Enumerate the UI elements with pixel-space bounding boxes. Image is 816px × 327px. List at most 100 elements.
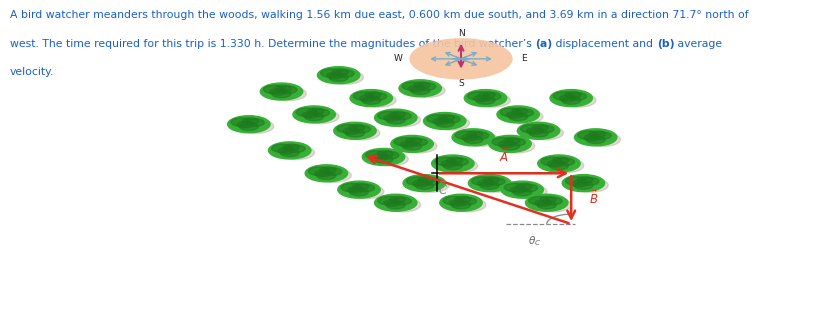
Circle shape xyxy=(455,131,477,140)
Circle shape xyxy=(537,201,557,209)
Circle shape xyxy=(507,138,526,146)
Circle shape xyxy=(359,95,375,102)
Circle shape xyxy=(366,150,387,159)
Circle shape xyxy=(402,82,424,91)
Circle shape xyxy=(392,197,411,205)
Circle shape xyxy=(337,125,358,133)
Text: W: W xyxy=(394,54,402,63)
Circle shape xyxy=(529,126,563,140)
Circle shape xyxy=(365,92,381,98)
Circle shape xyxy=(504,183,526,192)
Circle shape xyxy=(540,196,557,203)
Circle shape xyxy=(353,183,369,190)
Circle shape xyxy=(406,177,428,185)
Circle shape xyxy=(302,112,318,118)
Circle shape xyxy=(362,148,405,165)
Text: (b): (b) xyxy=(657,39,674,49)
Circle shape xyxy=(532,124,548,131)
Circle shape xyxy=(455,196,471,203)
Circle shape xyxy=(458,197,477,205)
Text: E: E xyxy=(521,54,526,63)
Circle shape xyxy=(353,92,375,100)
Circle shape xyxy=(519,184,538,192)
Circle shape xyxy=(239,123,259,130)
Circle shape xyxy=(472,177,493,185)
Circle shape xyxy=(562,175,605,192)
Circle shape xyxy=(326,72,343,79)
Circle shape xyxy=(347,187,363,193)
Circle shape xyxy=(565,92,581,98)
Circle shape xyxy=(402,139,437,153)
Circle shape xyxy=(500,108,521,117)
Circle shape xyxy=(501,181,543,198)
Circle shape xyxy=(361,93,396,107)
Circle shape xyxy=(479,92,495,98)
Circle shape xyxy=(269,89,286,95)
Circle shape xyxy=(561,97,581,104)
Circle shape xyxy=(512,185,547,199)
Circle shape xyxy=(321,69,342,77)
Circle shape xyxy=(268,142,311,159)
Circle shape xyxy=(512,108,528,114)
Circle shape xyxy=(526,128,543,134)
Circle shape xyxy=(400,141,416,147)
Circle shape xyxy=(432,155,474,172)
Circle shape xyxy=(417,83,436,91)
Circle shape xyxy=(421,178,440,185)
Circle shape xyxy=(275,85,291,92)
Circle shape xyxy=(418,177,434,183)
Circle shape xyxy=(580,178,599,185)
Circle shape xyxy=(371,154,388,161)
Circle shape xyxy=(323,168,342,175)
Circle shape xyxy=(592,132,611,140)
Circle shape xyxy=(565,177,587,185)
Circle shape xyxy=(386,198,420,212)
Circle shape xyxy=(317,67,360,84)
Circle shape xyxy=(561,93,596,107)
Circle shape xyxy=(386,116,406,124)
Circle shape xyxy=(280,149,299,157)
Circle shape xyxy=(349,185,384,199)
Circle shape xyxy=(467,131,483,137)
Circle shape xyxy=(543,197,562,205)
Circle shape xyxy=(476,93,510,107)
Circle shape xyxy=(450,158,468,165)
Circle shape xyxy=(516,183,532,190)
Text: $\vec{A}$: $\vec{A}$ xyxy=(499,148,509,165)
Circle shape xyxy=(277,147,294,154)
Circle shape xyxy=(338,181,380,198)
Circle shape xyxy=(526,194,568,211)
Circle shape xyxy=(553,92,574,100)
Circle shape xyxy=(272,87,306,101)
Circle shape xyxy=(375,109,417,126)
Circle shape xyxy=(283,144,299,150)
Circle shape xyxy=(451,201,471,209)
Circle shape xyxy=(441,161,457,167)
Circle shape xyxy=(415,178,449,192)
Circle shape xyxy=(272,90,291,98)
Circle shape xyxy=(384,200,400,206)
Text: S: S xyxy=(458,78,464,88)
Circle shape xyxy=(515,109,534,116)
Text: A bird watcher meanders through the woods, walking 1.56 km due east, 0.600 km du: A bird watcher meanders through the wood… xyxy=(10,10,748,20)
Circle shape xyxy=(559,95,575,102)
Circle shape xyxy=(574,182,593,189)
Circle shape xyxy=(468,92,489,100)
Circle shape xyxy=(410,87,430,95)
Circle shape xyxy=(482,93,501,100)
Circle shape xyxy=(377,150,393,157)
Circle shape xyxy=(477,180,494,187)
Circle shape xyxy=(409,138,428,146)
Circle shape xyxy=(529,196,550,205)
Circle shape xyxy=(535,125,554,133)
Circle shape xyxy=(468,175,511,192)
Circle shape xyxy=(317,168,351,182)
Circle shape xyxy=(304,113,324,121)
Circle shape xyxy=(406,137,422,144)
Circle shape xyxy=(389,111,406,118)
Circle shape xyxy=(246,119,264,127)
Circle shape xyxy=(489,135,531,152)
Circle shape xyxy=(260,83,303,100)
Circle shape xyxy=(537,198,571,212)
Circle shape xyxy=(571,180,588,187)
